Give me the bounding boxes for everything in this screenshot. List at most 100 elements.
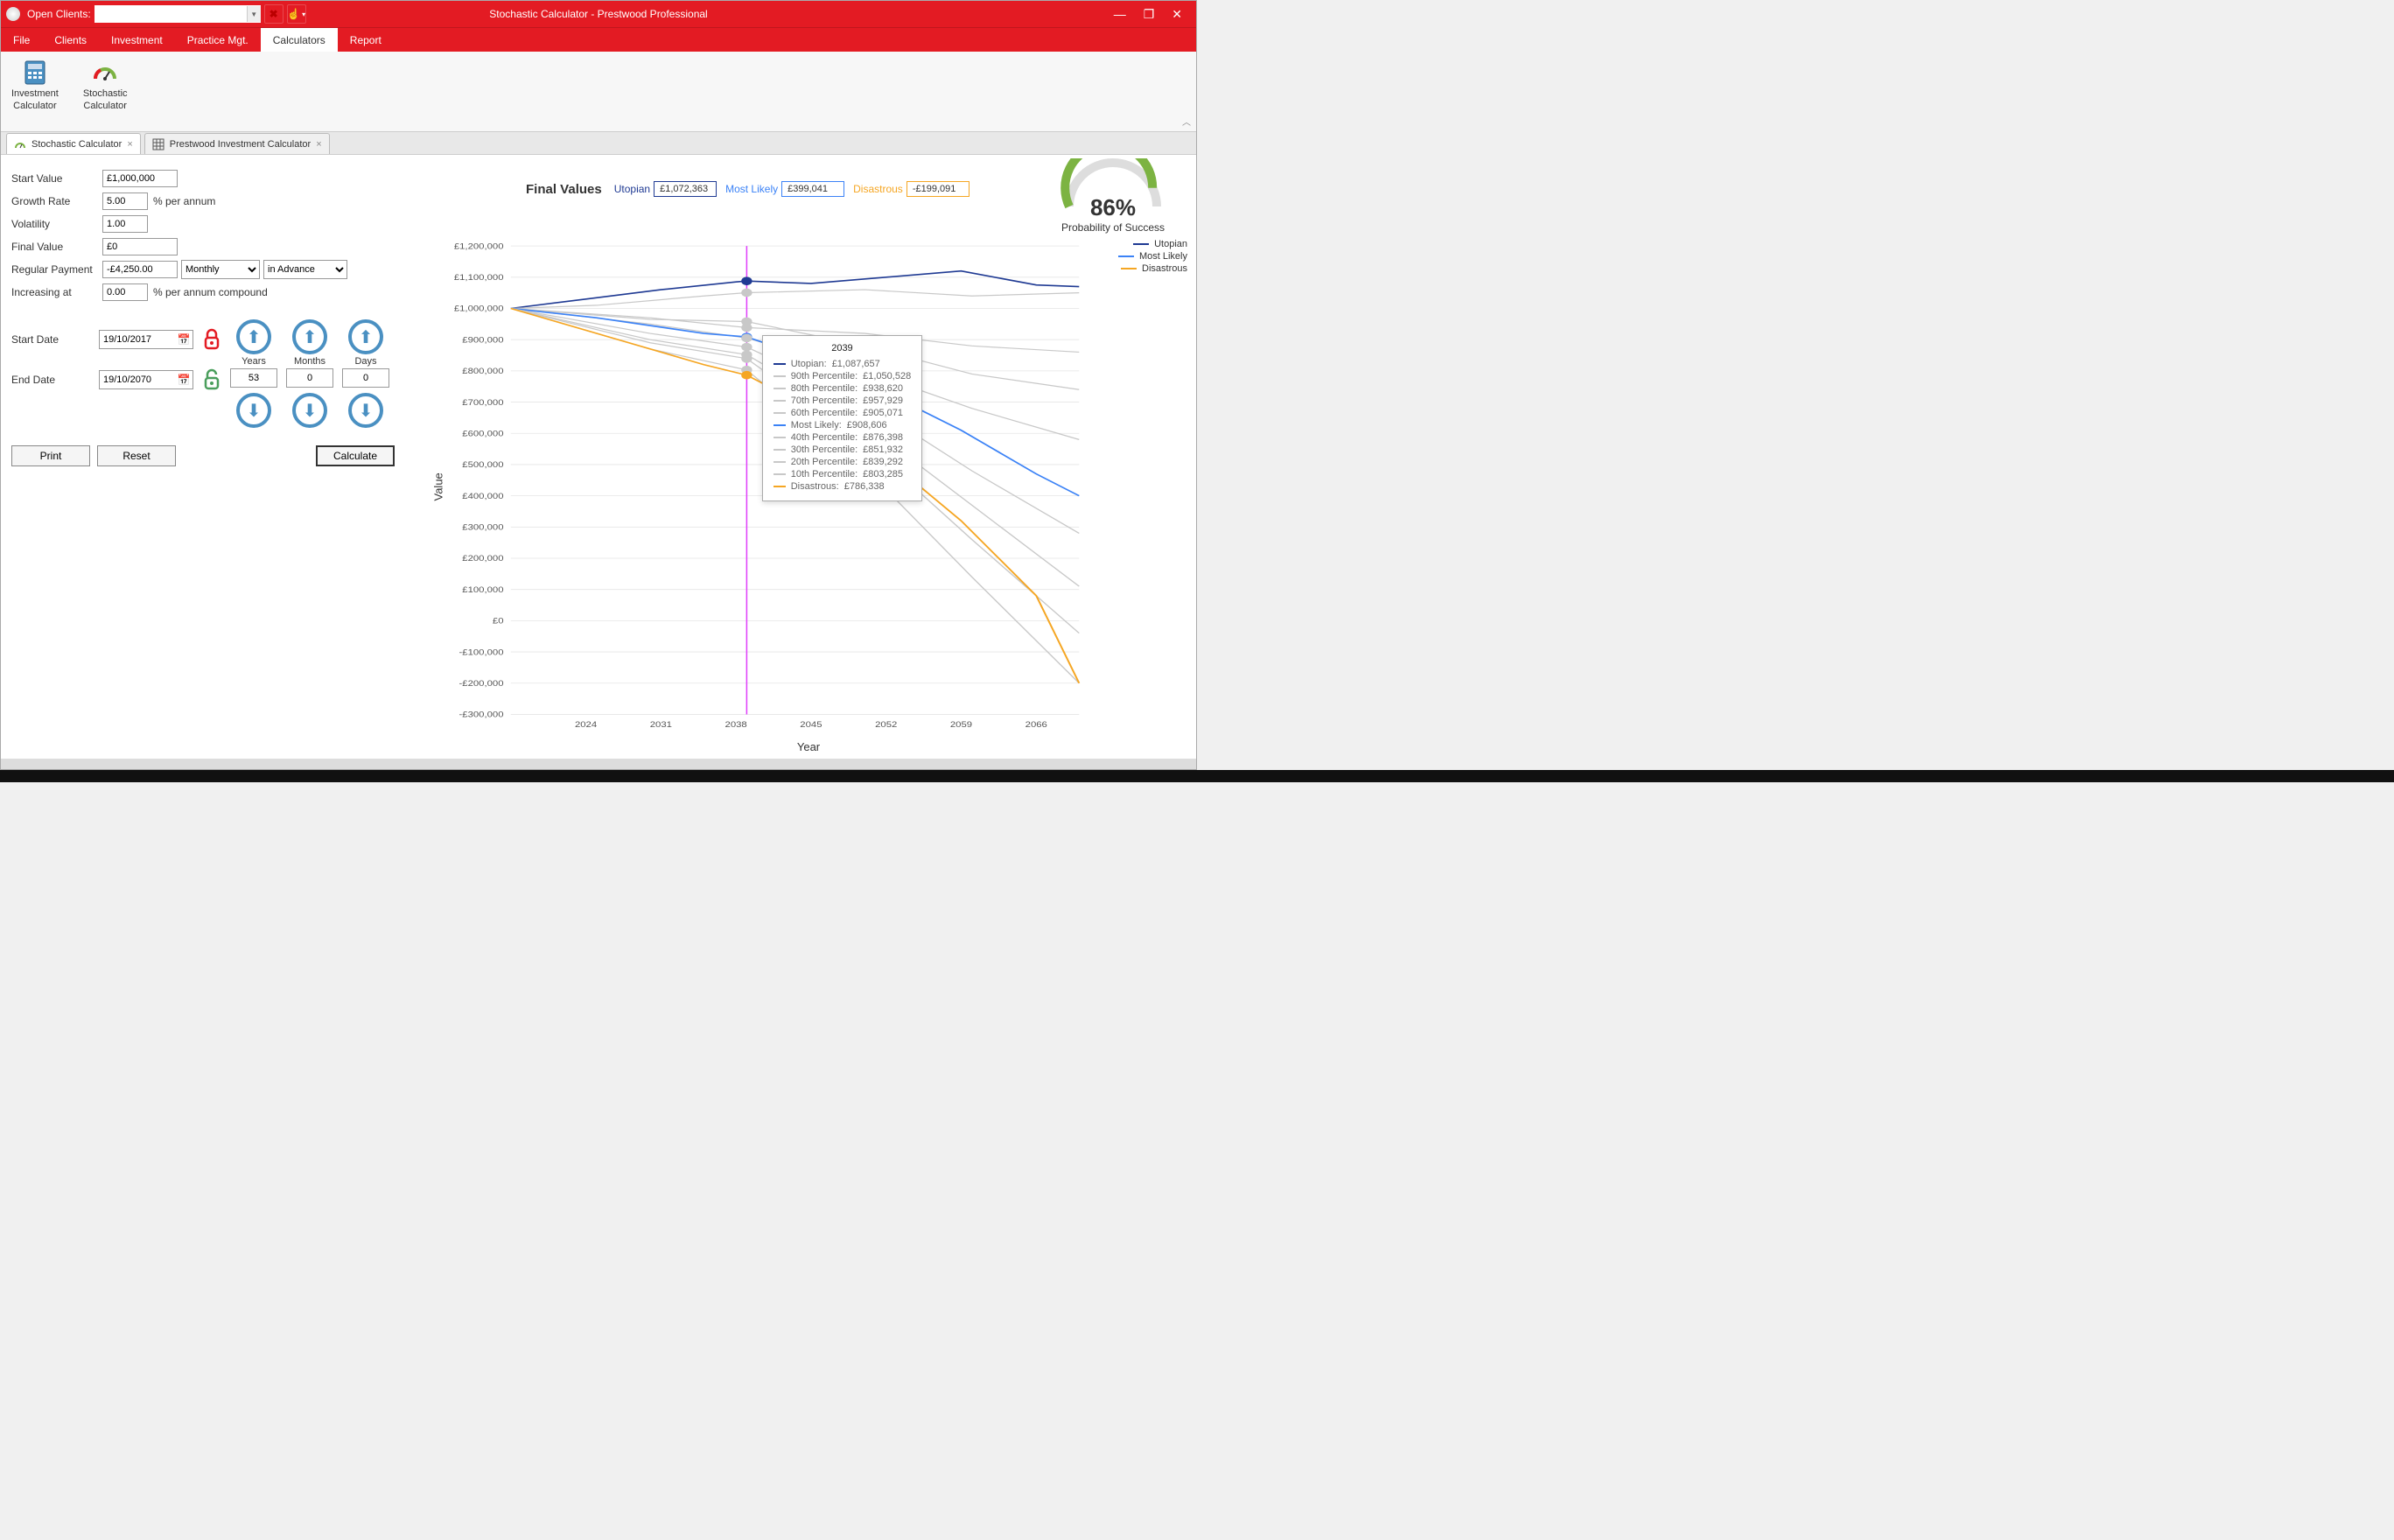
- calculator-icon: [21, 59, 49, 87]
- reset-button[interactable]: Reset: [97, 445, 176, 466]
- days-value-input[interactable]: [342, 368, 389, 388]
- window-title: Stochastic Calculator - Prestwood Profes…: [489, 8, 707, 20]
- start-value-input[interactable]: [102, 170, 178, 187]
- tooltip-label: Disastrous:: [791, 481, 839, 492]
- lock-closed-icon[interactable]: [202, 327, 221, 352]
- utopian-label: Utopian: [614, 183, 650, 195]
- taskbar: [0, 770, 2394, 782]
- lock-open-icon[interactable]: [202, 368, 221, 392]
- frequency-select[interactable]: Monthly: [181, 260, 260, 279]
- days-down-button[interactable]: ⬇: [348, 393, 383, 428]
- maximize-button[interactable]: ❐: [1144, 7, 1155, 22]
- svg-text:£0: £0: [493, 618, 504, 626]
- svg-text:£200,000: £200,000: [462, 555, 504, 564]
- svg-text:2052: 2052: [875, 721, 898, 730]
- open-clients-combo[interactable]: ▼: [94, 5, 261, 23]
- menu-clients[interactable]: Clients: [42, 28, 99, 52]
- svg-text:2059: 2059: [950, 721, 973, 730]
- growth-rate-unit: % per annum: [153, 195, 215, 207]
- final-value-input[interactable]: [102, 238, 178, 256]
- pin-button[interactable]: ☝▾: [287, 4, 306, 24]
- volatility-label: Volatility: [11, 218, 102, 230]
- years-up-button[interactable]: ⬆: [236, 319, 271, 354]
- open-clients-dropdown-icon[interactable]: ▼: [247, 6, 261, 22]
- days-up-button[interactable]: ⬆: [348, 319, 383, 354]
- svg-text:£100,000: £100,000: [462, 586, 504, 595]
- chart-panel: Final Values Utopian£1,072,363 Most Like…: [421, 155, 1196, 759]
- close-client-button[interactable]: ✖: [264, 4, 284, 24]
- doctab[interactable]: Prestwood Investment Calculator ×: [144, 133, 330, 154]
- document-tabs: Stochastic Calculator×Prestwood Investme…: [1, 132, 1196, 155]
- close-button[interactable]: ✕: [1172, 7, 1182, 22]
- calendar-icon[interactable]: 📅: [175, 333, 192, 346]
- menu-practicemgt[interactable]: Practice Mgt.: [175, 28, 261, 52]
- collapse-ribbon-icon[interactable]: ︿: [1182, 115, 1191, 128]
- years-spinner: ⬆ Years ⬇: [228, 319, 279, 428]
- close-tab-icon[interactable]: ×: [127, 139, 132, 150]
- increasing-label: Increasing at: [11, 286, 102, 298]
- tooltip-label: 40th Percentile:: [791, 432, 858, 443]
- tooltip-value: £851,932: [863, 444, 903, 455]
- svg-text:2024: 2024: [575, 721, 598, 730]
- legend-swatch: [1118, 256, 1134, 257]
- menu-report[interactable]: Report: [338, 28, 394, 52]
- start-value-label: Start Value: [11, 172, 102, 185]
- ribbon-btn-label: Stochastic: [83, 88, 128, 99]
- regular-payment-input[interactable]: [102, 261, 178, 278]
- minimize-button[interactable]: —: [1114, 7, 1126, 22]
- years-value-input[interactable]: [230, 368, 277, 388]
- months-value-input[interactable]: [286, 368, 333, 388]
- svg-text:£1,000,000: £1,000,000: [454, 305, 504, 314]
- svg-text:-£100,000: -£100,000: [459, 648, 504, 657]
- tooltip-swatch: [774, 449, 786, 451]
- tooltip-value: £938,620: [863, 383, 903, 394]
- svg-text:-£300,000: -£300,000: [459, 711, 504, 720]
- growth-rate-label: Growth Rate: [11, 195, 102, 207]
- volatility-input[interactable]: [102, 215, 148, 233]
- end-date-field[interactable]: [100, 374, 175, 385]
- print-button[interactable]: Print: [11, 445, 90, 466]
- tooltip-value: £1,050,528: [863, 371, 911, 382]
- tooltip-value: £839,292: [863, 457, 903, 467]
- legend-swatch: [1121, 268, 1137, 270]
- body: Start Value Growth Rate % per annum Volat…: [1, 155, 1196, 759]
- svg-text:£800,000: £800,000: [462, 368, 504, 376]
- calendar-icon[interactable]: 📅: [175, 374, 192, 386]
- tooltip-row: 60th Percentile: £905,071: [774, 408, 912, 418]
- growth-rate-input[interactable]: [102, 192, 148, 210]
- open-clients-input[interactable]: [94, 6, 247, 22]
- doctab-label: Prestwood Investment Calculator: [170, 139, 311, 150]
- calculate-button[interactable]: Calculate: [316, 445, 395, 466]
- gauge-icon: [91, 59, 119, 87]
- tooltip-row: 90th Percentile: £1,050,528: [774, 371, 912, 382]
- increasing-input[interactable]: [102, 284, 148, 301]
- stochastic-calculator-button[interactable]: Stochastic Calculator: [80, 55, 131, 115]
- start-date-input[interactable]: 📅: [99, 330, 193, 349]
- days-spinner-label: Days: [354, 356, 376, 367]
- parameters-panel: Start Value Growth Rate % per annum Volat…: [1, 155, 421, 759]
- months-down-button[interactable]: ⬇: [292, 393, 327, 428]
- menu-calculators[interactable]: Calculators: [261, 28, 338, 52]
- start-date-field[interactable]: [100, 334, 175, 345]
- doctab[interactable]: Stochastic Calculator×: [6, 133, 141, 154]
- disastrous-value-box: -£199,091: [906, 181, 970, 197]
- close-tab-icon[interactable]: ×: [316, 139, 321, 150]
- tooltip-swatch: [774, 461, 786, 463]
- menu-investment[interactable]: Investment: [99, 28, 175, 52]
- tooltip-swatch: [774, 437, 786, 438]
- ribbon-btn-label: Calculator: [13, 101, 57, 111]
- months-up-button[interactable]: ⬆: [292, 319, 327, 354]
- days-spinner: ⬆ Days ⬇: [340, 319, 391, 428]
- x-axis-label: Year: [797, 740, 820, 753]
- tooltip-swatch: [774, 424, 786, 426]
- tooltip-swatch: [774, 363, 786, 365]
- tooltip-label: 80th Percentile:: [791, 383, 858, 394]
- chart-area[interactable]: UtopianMost LikelyDisastrous £1,200,000£…: [430, 239, 1187, 750]
- years-down-button[interactable]: ⬇: [236, 393, 271, 428]
- start-date-label: Start Date: [11, 333, 99, 346]
- end-date-input[interactable]: 📅: [99, 370, 193, 389]
- tooltip-swatch: [774, 473, 786, 475]
- investment-calculator-button[interactable]: Investment Calculator: [8, 55, 62, 115]
- menu-file[interactable]: File: [1, 28, 42, 52]
- timing-select[interactable]: in Advance: [263, 260, 347, 279]
